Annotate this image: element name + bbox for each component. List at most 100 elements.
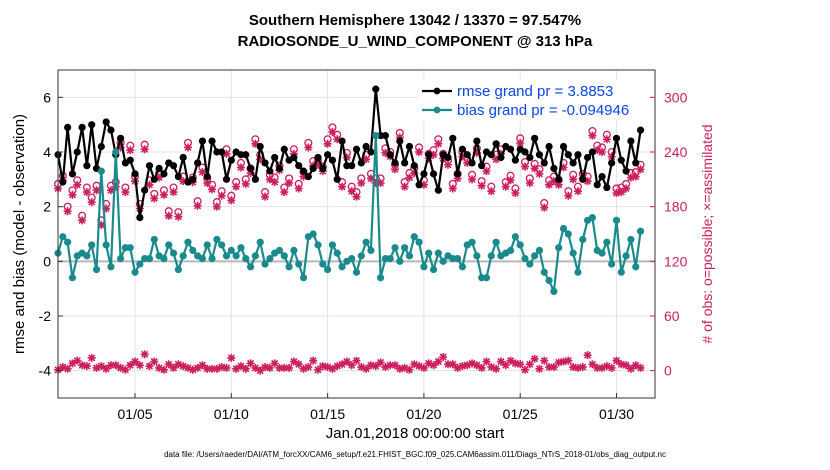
series-point — [150, 235, 158, 244]
series-point — [64, 238, 72, 246]
obs-assimilated-point — [573, 187, 582, 196]
obs-assimilated-point — [362, 155, 371, 164]
obs-assimilated-point — [265, 363, 274, 372]
series-point — [179, 252, 187, 260]
series-point — [145, 255, 154, 263]
obs-assimilated-point — [294, 360, 303, 369]
obs-assimilated-point — [270, 359, 279, 368]
x-tick-label: 01/25 — [503, 406, 538, 422]
obs-assimilated-point — [222, 149, 231, 158]
series-point — [367, 148, 375, 156]
obs-assimilated-point — [530, 354, 539, 363]
obs-assimilated-point — [631, 172, 640, 181]
series-point — [64, 123, 72, 132]
obs-assimilated-point — [448, 184, 457, 193]
obs-assimilated-point — [583, 177, 592, 186]
obs-assimilated-point — [347, 361, 356, 370]
obs-assimilated-point — [261, 192, 270, 201]
obs-assimilated-point — [545, 363, 554, 372]
obs-assimilated-point — [174, 212, 183, 221]
series-point — [420, 263, 428, 271]
obs-assimilated-point — [164, 360, 173, 369]
series-point — [516, 241, 524, 249]
series-point — [458, 145, 467, 153]
obs-assimilated-point — [487, 363, 496, 372]
obs-assimilated-point — [602, 135, 611, 144]
obs-assimilated-point — [342, 153, 351, 162]
obs-assimilated-point — [256, 366, 265, 375]
obs-assimilated-point — [400, 182, 409, 191]
obs-assimilated-point — [521, 365, 530, 374]
rmse-series — [54, 85, 645, 222]
obs-assimilated-point — [487, 187, 496, 196]
obs-assimilated-point — [511, 359, 520, 368]
obs-assimilated-point — [381, 363, 390, 372]
series-point — [357, 159, 365, 167]
obs-assimilated-point — [468, 175, 477, 184]
obs-assimilated-point — [549, 177, 558, 186]
series-point — [280, 145, 288, 153]
obs-assimilated-point — [434, 139, 443, 148]
obs-assimilated-point — [179, 362, 188, 371]
obs-assimilated-point — [313, 160, 322, 169]
obs-assimilated-point — [208, 364, 217, 373]
obs-assimilated-point — [78, 361, 87, 370]
obs-assimilated-point — [179, 177, 188, 186]
obs-assimilated-point — [299, 172, 308, 181]
obs-assimilated-point — [395, 133, 404, 142]
series-point — [636, 227, 645, 235]
obs-assimilated-point — [150, 357, 159, 366]
obs-assimilated-point — [636, 363, 645, 372]
legend-label: rmse grand pr = 3.8853 — [457, 83, 613, 100]
series-point — [468, 159, 476, 167]
series-point — [482, 274, 491, 282]
obs-assimilated-point — [443, 160, 452, 169]
series-point — [222, 252, 231, 260]
series-point — [569, 249, 577, 257]
obs-assimilated-point — [126, 361, 135, 370]
obs-assimilated-point — [386, 361, 395, 370]
series-point — [506, 246, 515, 254]
series-point — [636, 126, 645, 134]
obs-assimilated-point — [376, 358, 385, 367]
series-point — [579, 235, 587, 244]
legend: rmse grand pr = 3.8853 bias grand pr = -0… — [418, 79, 648, 121]
obs-assimilated-point — [477, 181, 486, 190]
obs-assimilated-point — [391, 165, 400, 174]
legend-label: bias grand pr = -0.094946 — [457, 102, 629, 119]
series-point — [174, 173, 182, 181]
series-point — [203, 173, 211, 181]
obs-assimilated-point — [626, 173, 635, 182]
series-point — [299, 167, 308, 175]
series-point — [559, 142, 568, 151]
series-point — [434, 186, 442, 194]
obs-assimilated-point — [150, 194, 159, 203]
series-point — [603, 183, 611, 192]
obs-assimilated-point — [501, 182, 510, 191]
obs-assimilated-point — [496, 357, 505, 366]
series-point — [251, 252, 259, 260]
series-point — [169, 249, 178, 257]
series-point — [222, 175, 231, 183]
obs-assimilated-point — [280, 363, 289, 372]
series-point — [261, 159, 269, 167]
series-point — [198, 137, 207, 145]
obs-assimilated-point — [342, 357, 351, 366]
series-point — [208, 137, 216, 145]
y-tick-label: 6 — [43, 89, 51, 105]
series-point — [401, 244, 409, 252]
series-point — [184, 238, 192, 246]
obs-assimilated-point — [492, 155, 501, 164]
obs-assimilated-point — [87, 198, 96, 207]
series-point — [136, 260, 144, 268]
series-point — [97, 142, 105, 151]
series-point — [372, 132, 380, 140]
obs-assimilated-point — [203, 178, 212, 187]
obs-assimilated-point — [521, 162, 530, 171]
series-point — [492, 238, 500, 246]
series-point — [569, 159, 577, 167]
obs-assimilated-point — [285, 363, 294, 372]
series-point — [59, 233, 67, 241]
series-point — [165, 241, 173, 249]
obs-assimilated-point — [68, 190, 77, 199]
